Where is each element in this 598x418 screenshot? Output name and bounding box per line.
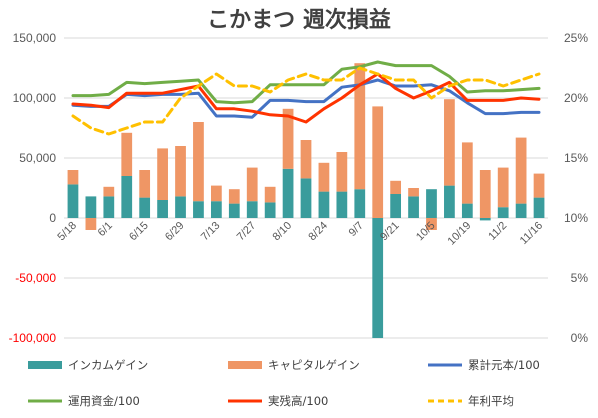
x-tick-label: 11/16 — [518, 220, 545, 247]
x-tick-label: 7/13 — [199, 220, 223, 244]
y-left-tick-label: 50,000 — [19, 151, 56, 165]
bar — [515, 203, 527, 218]
bar — [85, 218, 97, 230]
legend-label: 運用資金/100 — [68, 394, 140, 408]
series-line — [71, 66, 541, 136]
legend-label: インカムゲイン — [68, 358, 148, 372]
x-tick-label: 6/15 — [127, 220, 151, 244]
bar — [300, 140, 312, 179]
bar — [175, 146, 186, 197]
bar — [121, 176, 133, 218]
bar — [444, 185, 455, 218]
bar — [246, 201, 258, 218]
bar — [228, 203, 240, 218]
bar — [193, 122, 204, 202]
series-lines — [71, 60, 541, 136]
bar — [461, 203, 473, 218]
bar — [372, 218, 384, 338]
bar — [336, 152, 348, 192]
bar — [246, 167, 258, 202]
x-tick-label: 7/27 — [235, 220, 259, 244]
bar — [426, 189, 437, 218]
bar — [282, 168, 294, 218]
bar — [139, 197, 151, 218]
bar — [67, 184, 79, 218]
bar — [175, 196, 186, 218]
series-line — [71, 78, 541, 119]
bar — [354, 63, 366, 190]
bar — [533, 197, 545, 218]
bar — [210, 185, 222, 202]
x-tick-label: 6/29 — [163, 220, 187, 244]
bar — [354, 189, 366, 218]
bar — [390, 180, 402, 194]
x-tick-label: 6/1 — [96, 220, 115, 239]
bar — [228, 189, 240, 204]
y-right-tick-label: 20% — [564, 91, 588, 105]
legend: インカムゲイン キャピタルゲイン 累計元本/100 運用資金/100 実残高/100 年利… — [28, 358, 540, 408]
legend-label: 累計元本/100 — [468, 358, 540, 372]
bar — [139, 170, 151, 198]
bar — [408, 196, 419, 218]
bar — [461, 142, 473, 204]
y-right-tick-label: 10% — [564, 211, 588, 225]
bar — [336, 191, 348, 218]
legend-label: 実残高/100 — [268, 394, 328, 408]
bar — [444, 99, 455, 186]
series-line — [71, 72, 541, 124]
y-left-tick-label: 0 — [49, 211, 56, 225]
chart-title: こかまつ 週次損益 — [207, 7, 391, 33]
bar — [264, 202, 276, 218]
bars — [67, 63, 545, 338]
bar — [390, 194, 402, 218]
y-left-tick-label: -100,000 — [9, 331, 57, 345]
bar — [67, 170, 79, 185]
x-tick-label: 5/18 — [55, 220, 79, 244]
bar — [515, 137, 527, 204]
x-tick-label: 8/10 — [271, 220, 295, 244]
legend-label: 年利平均 — [468, 394, 514, 408]
bar — [479, 170, 491, 218]
bar — [318, 191, 330, 218]
x-tick-label: 8/24 — [306, 220, 330, 244]
y-left-tick-label: 100,000 — [13, 91, 57, 105]
bar — [479, 218, 491, 221]
bar — [157, 200, 168, 218]
y-right-tick-label: 15% — [564, 151, 588, 165]
y-left-tick-label: 150,000 — [13, 31, 57, 45]
series-line — [71, 60, 541, 105]
bar — [408, 188, 419, 197]
bar — [210, 201, 222, 218]
y-right-tick-label: 5% — [571, 271, 589, 285]
bar — [497, 167, 509, 208]
bar — [497, 207, 509, 218]
bar — [282, 108, 294, 169]
bar — [103, 196, 115, 218]
bar — [426, 218, 437, 230]
y-right-tick-label: 0% — [571, 331, 589, 345]
bar — [103, 186, 115, 197]
y-left-tick-label: -50,000 — [15, 271, 56, 285]
legend-swatch — [228, 361, 262, 369]
legend-label: キャピタルゲイン — [268, 358, 360, 372]
bar — [193, 201, 204, 218]
bar — [318, 162, 330, 192]
x-tick-label: 10/19 — [446, 220, 474, 248]
bar — [264, 186, 276, 203]
bar — [157, 148, 168, 200]
x-tick-label: 11/2 — [486, 220, 509, 243]
x-tick-label: 9/7 — [347, 220, 366, 239]
bar — [372, 106, 384, 218]
y-right-tick-label: 25% — [564, 31, 588, 45]
bar — [121, 132, 133, 176]
bar — [300, 178, 312, 218]
legend-swatch — [28, 361, 62, 369]
bar — [533, 173, 545, 198]
bar — [85, 196, 97, 218]
